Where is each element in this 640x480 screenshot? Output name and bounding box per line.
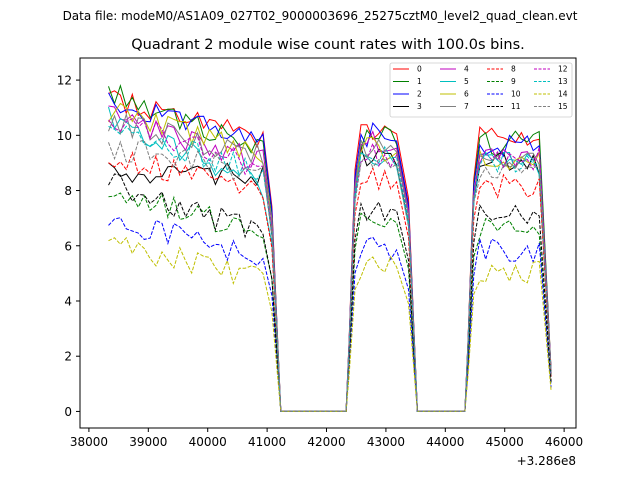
legend-label-4: 4 [464, 65, 469, 74]
legend-label-9: 9 [511, 77, 516, 86]
legend-label-3: 3 [417, 102, 422, 111]
legend-label-0: 0 [417, 65, 422, 74]
legend-label-5: 5 [464, 77, 469, 86]
series-line-11 [108, 173, 552, 412]
chart-title: Quadrant 2 module wise count rates with … [131, 37, 525, 53]
legend-label-2: 2 [417, 90, 422, 99]
y-tick-label: 0 [64, 405, 72, 419]
legend-label-15: 15 [558, 102, 568, 111]
x-tick-label: 42000 [307, 435, 345, 449]
y-tick-label: 10 [57, 129, 72, 143]
legend-label-13: 13 [558, 77, 568, 86]
chart-suptitle: Data file: modeM0/AS1A09_027T02_90000036… [63, 9, 578, 23]
x-axis: 38000 39000 40000 41000 42000 43000 44000 45000… [70, 428, 583, 449]
y-axis: 0 2 4 6 8 10 12 [57, 74, 80, 419]
legend-label-7: 7 [464, 102, 469, 111]
legend-label-11: 11 [511, 102, 521, 111]
legend-label-14: 14 [558, 90, 568, 99]
legend-label-10: 10 [511, 90, 521, 99]
x-tick-label: 41000 [248, 435, 286, 449]
x-tick-label: 40000 [189, 435, 227, 449]
y-tick-label: 12 [57, 74, 72, 88]
y-tick-label: 8 [64, 184, 72, 198]
y-tick-label: 6 [64, 239, 72, 253]
x-offset-label: +3.286e8 [517, 454, 576, 468]
x-tick-label: 45000 [486, 435, 524, 449]
legend-label-1: 1 [417, 77, 422, 86]
series-line-8 [108, 150, 552, 412]
y-tick-label: 4 [64, 294, 72, 308]
x-tick-label: 43000 [367, 435, 405, 449]
x-tick-label: 39000 [129, 435, 167, 449]
axes-frame [79, 57, 577, 429]
legend-label-6: 6 [464, 90, 469, 99]
legend-label-8: 8 [511, 65, 516, 74]
x-tick-label: 38000 [70, 435, 108, 449]
y-tick-label: 2 [64, 350, 72, 364]
legend-label-12: 12 [558, 65, 568, 74]
series-line-15 [108, 139, 552, 412]
series-layer [108, 83, 552, 412]
x-tick-label: 44000 [426, 435, 464, 449]
x-tick-label: 46000 [545, 435, 583, 449]
legend-frame [389, 62, 573, 118]
